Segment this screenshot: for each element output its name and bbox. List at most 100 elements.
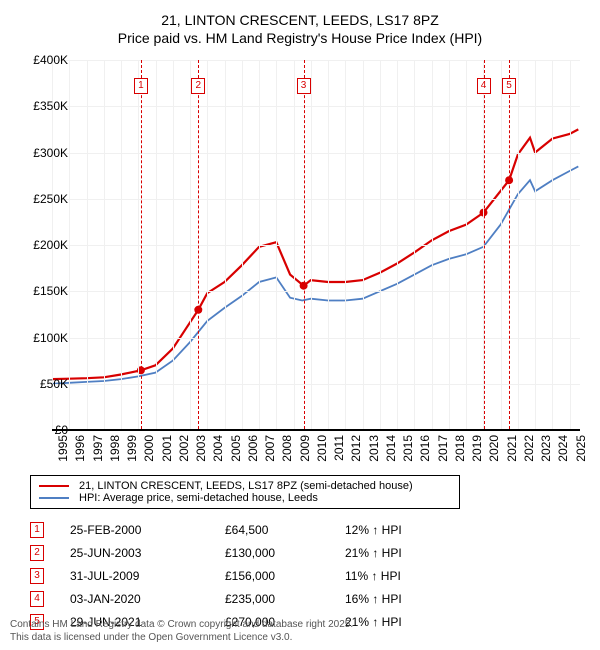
sale-marker-line [198,60,199,429]
x-gridline [432,60,433,429]
sale-date: 31-JUL-2009 [70,564,225,587]
sale-number-box: 2 [30,545,44,561]
x-gridline [363,60,364,429]
x-gridline [156,60,157,429]
x-axis-label: 2009 [298,435,312,462]
footer-attribution: Contains HM Land Registry data © Crown c… [10,619,353,644]
chart-legend: 21, LINTON CRESCENT, LEEDS, LS17 8PZ (se… [30,475,460,509]
legend-row-hpi: HPI: Average price, semi-detached house,… [39,492,451,504]
y-gridline [52,430,580,431]
x-axis-label: 2002 [177,435,191,462]
sale-marker-box: 4 [477,78,491,94]
x-axis-label: 2021 [505,435,519,462]
sale-price: £235,000 [225,587,345,610]
sale-marker-line [484,60,485,429]
x-axis-label: 2017 [436,435,450,462]
legend-row-property: 21, LINTON CRESCENT, LEEDS, LS17 8PZ (se… [39,480,451,492]
table-row: 1 25-FEB-2000£64,50012% ↑ HPI [30,518,408,541]
x-gridline [242,60,243,429]
x-axis-label: 2015 [401,435,415,462]
y-axis-label: £350K [33,99,68,113]
x-gridline [104,60,105,429]
legend-swatch-hpi [39,497,69,499]
title-subtitle: Price paid vs. HM Land Registry's House … [10,30,590,46]
x-gridline [207,60,208,429]
x-gridline [173,60,174,429]
x-gridline [501,60,502,429]
x-gridline [69,60,70,429]
y-axis-label: £50K [40,377,68,391]
x-axis-label: 2018 [453,435,467,462]
x-axis-label: 1998 [108,435,122,462]
table-row: 403-JAN-2020£235,00016% ↑ HPI [30,587,408,610]
title-address: 21, LINTON CRESCENT, LEEDS, LS17 8PZ [10,12,590,28]
chart-series-line [52,129,578,379]
x-gridline [87,60,88,429]
sale-marker-box: 2 [191,78,205,94]
x-axis-label: 2025 [574,435,588,462]
sale-delta: 21% ↑ HPI [345,610,408,633]
sale-marker-line [304,60,305,429]
x-axis-label: 2012 [349,435,363,462]
x-axis-label: 1996 [73,435,87,462]
x-axis-label: 2019 [470,435,484,462]
table-row: 2 25-JUN-2003£130,00021% ↑ HPI [30,541,408,564]
x-gridline [380,60,381,429]
sale-delta: 12% ↑ HPI [345,518,408,541]
x-axis-label: 2014 [384,435,398,462]
y-axis-label: £250K [33,192,68,206]
x-axis-label: 2007 [263,435,277,462]
x-gridline [449,60,450,429]
sale-price: £130,000 [225,541,345,564]
x-axis-label: 2010 [315,435,329,462]
x-gridline [294,60,295,429]
sale-delta: 11% ↑ HPI [345,564,408,587]
x-gridline [518,60,519,429]
sale-number-box: 1 [30,522,44,538]
sale-marker-box: 5 [502,78,516,94]
legend-swatch-property [39,485,69,487]
sale-marker-line [509,60,510,429]
legend-label-property: 21, LINTON CRESCENT, LEEDS, LS17 8PZ (se… [79,480,413,492]
sales-table: 1 25-FEB-2000£64,50012% ↑ HPI 2 25-JUN-2003… [30,518,408,633]
x-gridline [466,60,467,429]
x-gridline [397,60,398,429]
x-gridline [328,60,329,429]
x-gridline [225,60,226,429]
x-axis-label: 2020 [487,435,501,462]
sale-marker-box: 3 [297,78,311,94]
y-axis-label: £200K [33,238,68,252]
x-axis-label: 2023 [539,435,553,462]
sale-marker-line [141,60,142,429]
chart-title: 21, LINTON CRESCENT, LEEDS, LS17 8PZ Pri… [0,0,600,50]
x-axis-label: 2004 [211,435,225,462]
table-row: 331-JUL-2009£156,00011% ↑ HPI [30,564,408,587]
footer-line1: Contains HM Land Registry data © Crown c… [10,619,353,632]
x-gridline [345,60,346,429]
x-axis-label: 2016 [418,435,432,462]
x-axis-label: 1995 [56,435,70,462]
legend-label-hpi: HPI: Average price, semi-detached house,… [79,492,318,504]
footer-line2: This data is licensed under the Open Gov… [10,632,353,645]
y-axis-label: £150K [33,284,68,298]
x-gridline [552,60,553,429]
sale-date: 25-FEB-2000 [70,518,225,541]
sale-number-box: 4 [30,591,44,607]
x-gridline [190,60,191,429]
x-gridline [138,60,139,429]
x-gridline [414,60,415,429]
x-axis-label: 2022 [522,435,536,462]
y-axis-label: £300K [33,146,68,160]
sale-delta: 16% ↑ HPI [345,587,408,610]
y-axis-label: £100K [33,331,68,345]
sale-marker-box: 1 [134,78,148,94]
x-axis-label: 2000 [142,435,156,462]
sale-delta: 21% ↑ HPI [345,541,408,564]
x-gridline [121,60,122,429]
x-axis-label: 2006 [246,435,260,462]
sale-date: 25-JUN-2003 [70,541,225,564]
x-axis-label: 2003 [194,435,208,462]
x-gridline [570,60,571,429]
chart-plot-area: 1 2 3 45 [52,60,580,430]
sale-price: £64,500 [225,518,345,541]
